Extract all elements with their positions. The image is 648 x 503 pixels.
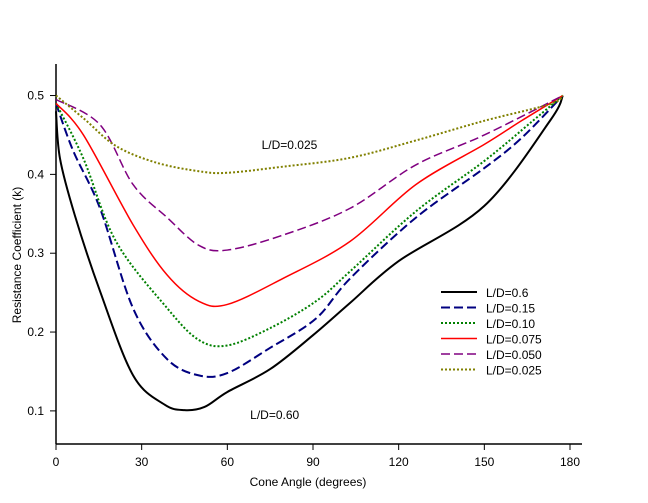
y-tick-label: 0.2 (27, 325, 44, 339)
series-line-l-d-0-6 (55, 95, 564, 412)
legend-label: L/D=0.050 (486, 348, 542, 362)
x-tick-label: 60 (221, 455, 235, 469)
series-line-l-d-0-075 (55, 94, 564, 308)
series-line-l-d-0-050 (55, 94, 564, 252)
y-tick-label: 0.3 (27, 246, 44, 260)
legend-label: L/D=0.6 (486, 286, 529, 300)
series-line-l-d-0-15 (55, 94, 564, 378)
legend: L/D=0.6 L/D=0.15L/D=0.10 L/D=0.075L/D=0.05… (441, 286, 542, 378)
x-tick-label: 90 (306, 455, 320, 469)
x-tick-label: 180 (560, 455, 580, 469)
legend-label: L/D=0.075 (486, 333, 542, 347)
series-lines (55, 94, 564, 412)
y-tick-label: 0.5 (27, 89, 44, 103)
x-axis-label: Cone Angle (degrees) (250, 475, 367, 489)
y-tick-label: 0.4 (27, 167, 44, 181)
legend-label: L/D=0.025 (486, 364, 542, 378)
x-tick-label: 0 (53, 455, 60, 469)
x-tick-label: 150 (474, 455, 494, 469)
annotation-ld-0025: L/D=0.025 (262, 138, 318, 152)
series-line-l-d-0-025 (55, 94, 564, 175)
y-axis-label: Resistance Coefficient (k) (10, 187, 24, 324)
y-tick-label: 0.1 (27, 404, 44, 418)
legend-label: L/D=0.15 (486, 302, 535, 316)
legend-label: L/D=0.10 (486, 317, 535, 331)
series-line-l-d-0-10 (55, 94, 564, 348)
x-tick-label: 30 (135, 455, 149, 469)
x-tick-label: 120 (389, 455, 409, 469)
axes: 0 30 60 90 120 150 180 0.1 0.2 0.3 0.4 0.5 (27, 64, 582, 469)
annotation-ld-060: L/D=0.60 (250, 408, 299, 422)
